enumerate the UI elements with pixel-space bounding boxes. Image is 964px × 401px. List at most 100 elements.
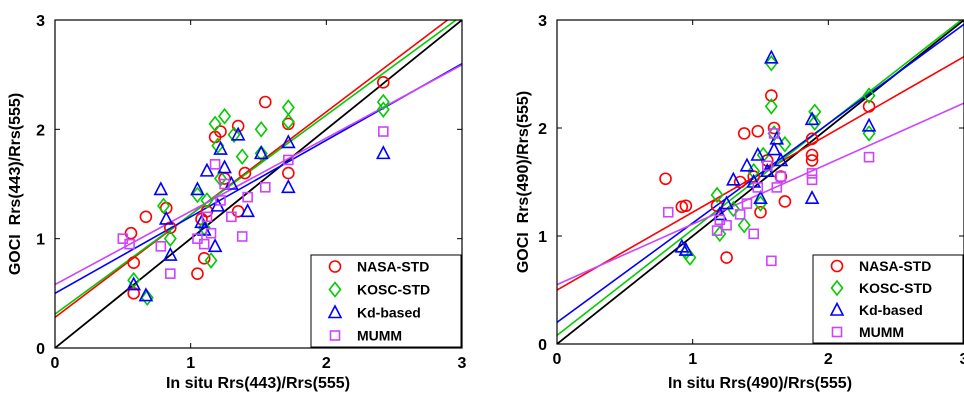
x-tick-label: 1	[186, 355, 195, 372]
data-point	[254, 121, 268, 138]
fit-line-kosc-std	[55, 20, 458, 315]
data-point	[124, 238, 135, 250]
series-kosc-std	[127, 93, 390, 307]
y-tick-label: 3	[538, 13, 547, 30]
data-point	[242, 191, 253, 203]
data-point	[213, 140, 228, 155]
data-point	[281, 113, 295, 130]
data-point	[767, 121, 781, 135]
data-point	[126, 276, 142, 291]
data-point	[806, 168, 818, 179]
data-point	[764, 49, 779, 64]
data-point	[157, 197, 171, 215]
data-point	[753, 195, 768, 212]
data-point	[714, 214, 726, 226]
legend-label: Kd-based	[357, 305, 421, 321]
data-point	[751, 124, 765, 138]
x-tick-label: 1	[688, 351, 697, 368]
data-point	[775, 171, 787, 182]
fit-line-mumm	[55, 64, 462, 286]
legend-label: Kd-based	[859, 302, 923, 318]
y-tick-label: 2	[538, 121, 547, 138]
data-point	[805, 154, 819, 167]
data-point	[209, 159, 221, 170]
data-point	[378, 126, 389, 137]
data-point	[767, 125, 781, 142]
data-point	[376, 93, 390, 111]
legend-label: NASA-STD	[357, 259, 429, 275]
data-point	[204, 252, 218, 269]
data-point	[281, 134, 296, 149]
data-point	[215, 195, 226, 206]
y-tick-label: 1	[36, 232, 45, 249]
data-point	[236, 231, 248, 242]
data-point	[734, 209, 746, 220]
data-point	[764, 54, 778, 72]
data-point	[733, 175, 747, 189]
data-point	[726, 171, 741, 186]
legend-marker-kosc-std-icon	[328, 281, 342, 298]
legend-marker-mumm-icon	[329, 330, 341, 341]
data-point	[218, 107, 232, 125]
x-tick-label: 2	[824, 351, 833, 368]
data-point	[748, 228, 760, 240]
data-point	[750, 146, 766, 161]
legend-box	[812, 254, 964, 344]
data-point	[662, 206, 674, 218]
data-point	[766, 255, 777, 267]
data-point	[190, 181, 205, 196]
y-tick-label: 3	[36, 13, 45, 30]
legend-marker-nasa-std-icon	[830, 259, 844, 273]
data-point	[710, 186, 724, 204]
data-point	[737, 216, 751, 234]
data-point	[804, 189, 820, 204]
x-tick-label: 3	[960, 351, 964, 368]
data-point	[208, 115, 222, 133]
data-point	[138, 287, 154, 302]
data-point	[127, 271, 141, 289]
data-point	[805, 148, 819, 162]
data-point	[773, 152, 789, 167]
data-point	[191, 267, 204, 280]
data-point	[778, 195, 792, 208]
data-point	[238, 166, 252, 180]
data-point	[163, 230, 177, 247]
data-point	[741, 198, 753, 209]
data-point	[205, 227, 217, 239]
data-point	[162, 246, 178, 261]
data-point	[117, 233, 129, 244]
legend-marker-nasa-std-icon	[328, 260, 342, 273]
data-point	[721, 219, 732, 231]
x-axis-label: In situ Rrs(443)/Rrs(555)	[166, 375, 350, 392]
series-kd-based	[126, 126, 391, 302]
data-point	[764, 98, 778, 115]
data-point	[226, 211, 237, 223]
y-tick-label: 0	[538, 337, 547, 354]
data-point	[861, 117, 877, 132]
fit-line-nasa-std	[55, 20, 449, 319]
legend-label: MUMM	[357, 328, 402, 344]
data-point	[747, 162, 761, 180]
data-point	[713, 225, 727, 243]
data-point	[165, 268, 176, 279]
data-point	[863, 151, 875, 163]
data-point	[207, 238, 223, 253]
data-point	[862, 125, 876, 142]
data-point	[375, 145, 391, 160]
data-point	[259, 181, 271, 193]
series-mumm	[117, 126, 389, 279]
data-point	[201, 211, 213, 223]
x-tick-label: 3	[458, 355, 467, 372]
data-point	[235, 148, 249, 165]
x-tick-label: 2	[322, 355, 331, 372]
data-point	[190, 186, 204, 204]
data-point	[766, 141, 782, 156]
legend: NASA-STD KOSC-STD Kd-based MUMM	[812, 254, 964, 344]
data-point	[139, 210, 153, 224]
data-point	[124, 226, 138, 240]
data-point	[720, 251, 733, 264]
y-tick-label: 2	[36, 122, 45, 139]
y-axis-label: GOCI Rrs(490)/Rrs(555)	[515, 91, 532, 273]
data-point	[737, 127, 751, 140]
